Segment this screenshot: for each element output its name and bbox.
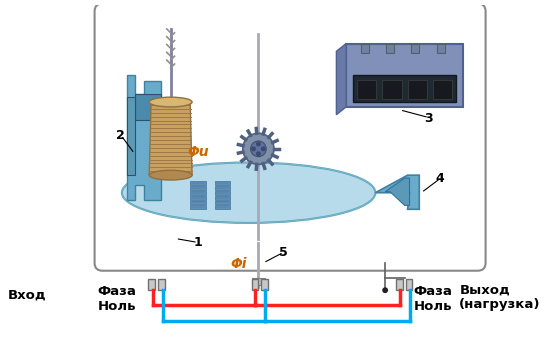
Bar [261, 278, 268, 290]
Polygon shape [375, 175, 419, 209]
Bar [214, 200, 230, 204]
Text: 3: 3 [424, 111, 433, 125]
Bar [190, 196, 206, 200]
Bar [190, 200, 206, 204]
Bar [412, 44, 419, 53]
Bar [214, 191, 230, 195]
Bar [190, 205, 206, 209]
Text: 5: 5 [279, 246, 287, 259]
Bar [158, 278, 165, 290]
Text: Вход: Вход [8, 289, 46, 302]
Text: 1: 1 [193, 236, 202, 249]
Text: Фаза: Фаза [413, 285, 452, 298]
Bar [214, 196, 230, 200]
Polygon shape [385, 178, 409, 205]
FancyBboxPatch shape [346, 44, 463, 107]
Bar [190, 191, 206, 195]
Bar [127, 97, 135, 175]
Text: Ноль: Ноль [97, 300, 136, 313]
Circle shape [243, 133, 274, 164]
Text: Ноль: Ноль [413, 300, 452, 313]
Bar [214, 186, 230, 190]
Text: 2: 2 [116, 129, 125, 142]
Bar [357, 79, 377, 99]
Bar [405, 278, 412, 290]
Text: Фаза: Фаза [97, 285, 136, 298]
Bar [408, 79, 427, 99]
Bar [437, 44, 444, 53]
Circle shape [382, 287, 388, 293]
Circle shape [251, 141, 266, 157]
Circle shape [261, 146, 266, 151]
Polygon shape [149, 102, 192, 175]
Ellipse shape [149, 97, 192, 107]
Ellipse shape [149, 170, 192, 180]
Bar [214, 205, 230, 209]
Bar [214, 181, 230, 185]
Text: 4: 4 [436, 172, 444, 185]
Bar [148, 278, 155, 290]
Bar [433, 79, 452, 99]
Text: Φu: Φu [187, 145, 209, 159]
Text: Φi: Φi [230, 257, 247, 271]
Polygon shape [336, 44, 346, 115]
Bar [396, 278, 403, 290]
Bar [386, 44, 394, 53]
Bar [252, 278, 265, 285]
Circle shape [256, 151, 261, 156]
Bar [252, 278, 258, 290]
Circle shape [251, 146, 256, 151]
Bar [190, 181, 206, 185]
Bar [382, 79, 402, 99]
Polygon shape [127, 75, 161, 200]
Ellipse shape [122, 163, 375, 223]
Bar [135, 94, 161, 119]
Bar [361, 44, 369, 53]
Text: (нагрузка): (нагрузка) [460, 298, 541, 311]
Bar [353, 75, 456, 102]
Bar [190, 186, 206, 190]
Text: Выход: Выход [460, 283, 510, 296]
Circle shape [256, 142, 261, 146]
